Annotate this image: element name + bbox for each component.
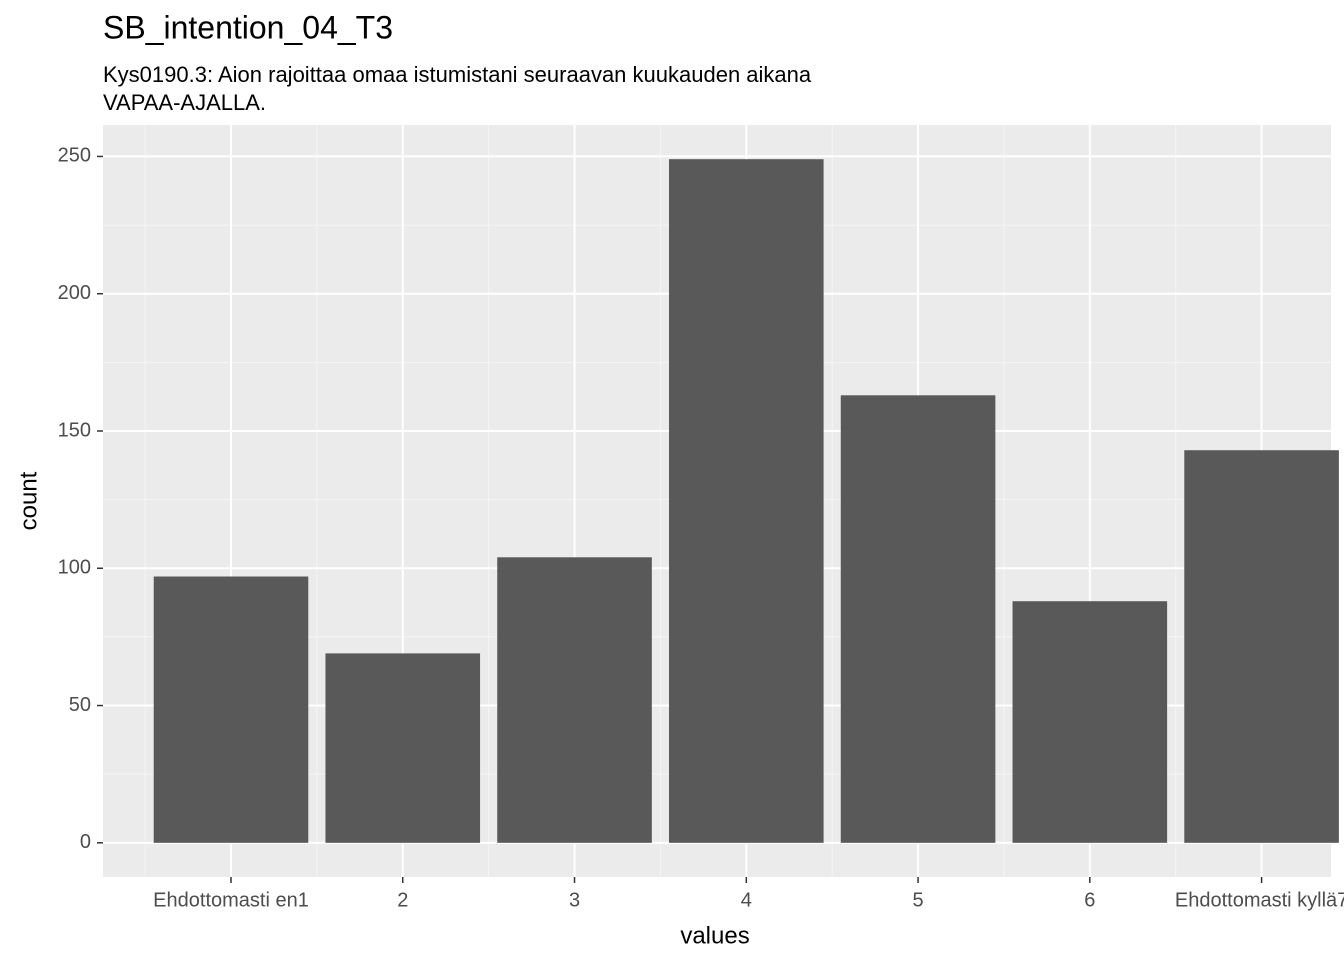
y-tick-label: 100 (58, 557, 91, 579)
x-tick-label: 4 (741, 889, 752, 911)
x-axis-title: values (680, 922, 749, 949)
y-tick-label: 0 (80, 831, 91, 853)
bar (840, 395, 996, 843)
bar (1012, 601, 1168, 843)
bars (153, 159, 1339, 843)
chart-subtitle: VAPAA-AJALLA. (103, 90, 266, 115)
x-tick-label: Ehdottomasti kyllä7 (1175, 889, 1344, 911)
bar (497, 557, 652, 843)
y-tick-label: 50 (69, 694, 91, 716)
x-tick-label: Ehdottomasti en1 (153, 889, 309, 911)
y-tick-label: 250 (58, 145, 91, 167)
x-tick-label: 5 (912, 889, 923, 911)
y-tick-label: 150 (58, 419, 91, 441)
y-tick-label: 200 (58, 282, 91, 304)
chart-title: SB_intention_04_T3 (103, 9, 393, 45)
x-tick-label: 3 (569, 889, 580, 911)
x-tick-label: 2 (397, 889, 408, 911)
x-tick-label: 6 (1084, 889, 1095, 911)
bar (669, 159, 824, 843)
bar (153, 576, 309, 843)
bar (1184, 450, 1339, 843)
bar (325, 653, 481, 843)
y-axis-title: count (15, 471, 42, 530)
chart-subtitle: Kys0190.3: Aion rajoittaa omaa istumista… (103, 62, 812, 87)
